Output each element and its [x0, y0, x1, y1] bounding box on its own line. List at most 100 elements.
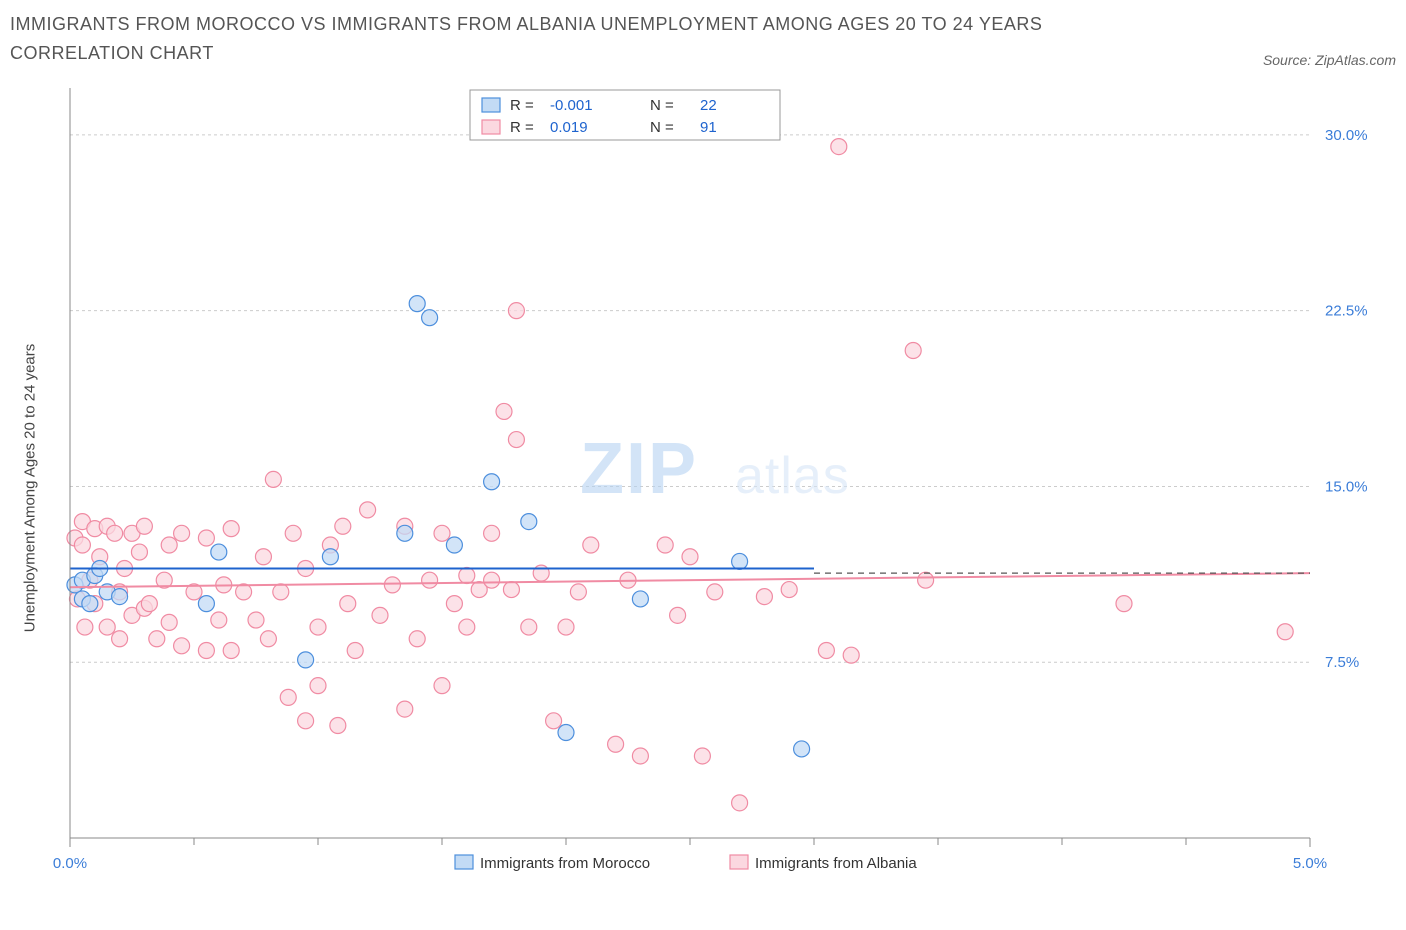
scatter-point: [508, 431, 524, 447]
scatter-point: [508, 302, 524, 318]
scatter-point: [446, 537, 462, 553]
scatter-point: [347, 642, 363, 658]
scatter-point: [330, 717, 346, 733]
legend-n-label: N =: [650, 119, 674, 136]
legend-r-label: R =: [510, 97, 534, 114]
scatter-point: [583, 537, 599, 553]
scatter-point: [397, 701, 413, 717]
scatter-point: [112, 588, 128, 604]
watermark-text: ZIP: [580, 429, 698, 509]
y-tick-label: 30.0%: [1325, 126, 1368, 143]
legend-r-label: R =: [510, 119, 534, 136]
scatter-point: [843, 647, 859, 663]
scatter-point: [558, 724, 574, 740]
legend-r-value-morocco: -0.001: [550, 97, 593, 114]
scatter-point: [161, 537, 177, 553]
scatter-point: [384, 576, 400, 592]
legend-swatch-albania: [730, 855, 748, 869]
x-tick-label: 0.0%: [53, 855, 87, 872]
legend-n-value-morocco: 22: [700, 97, 717, 114]
scatter-point: [1116, 595, 1132, 611]
legend-label-morocco: Immigrants from Morocco: [480, 855, 650, 872]
scatter-point: [732, 553, 748, 569]
scatter-point: [397, 525, 413, 541]
scatter-point: [496, 403, 512, 419]
watermark-text: atlas: [735, 447, 850, 505]
scatter-point: [459, 567, 475, 583]
legend-n-label: N =: [650, 97, 674, 114]
y-tick-label: 22.5%: [1325, 302, 1368, 319]
scatter-point: [273, 584, 289, 600]
scatter-point: [298, 712, 314, 728]
scatter-point: [570, 584, 586, 600]
y-tick-label: 15.0%: [1325, 478, 1368, 495]
scatter-point: [198, 530, 214, 546]
source-attribution: Source: ZipAtlas.com: [1263, 52, 1396, 68]
scatter-point: [484, 473, 500, 489]
y-axis-label: Unemployment Among Ages 20 to 24 years: [22, 343, 39, 632]
scatter-point: [77, 619, 93, 635]
trend-line-albania: [70, 573, 1310, 587]
scatter-point: [484, 572, 500, 588]
scatter-point: [1277, 623, 1293, 639]
scatter-point: [521, 513, 537, 529]
legend-swatch-albania: [482, 120, 500, 134]
scatter-point: [459, 619, 475, 635]
scatter-point: [360, 501, 376, 517]
scatter-point: [255, 548, 271, 564]
scatter-point: [82, 595, 98, 611]
legend-n-value-albania: 91: [700, 119, 717, 136]
scatter-point: [260, 630, 276, 646]
scatter-point: [707, 584, 723, 600]
scatter-point: [285, 525, 301, 541]
scatter-point: [657, 537, 673, 553]
scatter-point: [298, 651, 314, 667]
scatter-point: [280, 689, 296, 705]
scatter-point: [112, 630, 128, 646]
scatter-point: [632, 591, 648, 607]
scatter-point: [434, 525, 450, 541]
scatter-point: [174, 637, 190, 653]
scatter-point: [818, 642, 834, 658]
scatter-point: [74, 537, 90, 553]
scatter-point: [131, 544, 147, 560]
scatter-point: [248, 612, 264, 628]
scatter-point: [211, 612, 227, 628]
scatter-point: [558, 619, 574, 635]
scatter-point: [99, 619, 115, 635]
scatter-point: [136, 518, 152, 534]
scatter-point: [409, 295, 425, 311]
scatter-point: [340, 595, 356, 611]
scatter-point: [434, 677, 450, 693]
scatter-point: [107, 525, 123, 541]
scatter-point: [905, 342, 921, 358]
legend-swatch-morocco: [455, 855, 473, 869]
legend-r-value-albania: 0.019: [550, 119, 588, 136]
scatter-point: [372, 607, 388, 623]
scatter-point: [682, 548, 698, 564]
scatter-point: [322, 548, 338, 564]
scatter-point: [756, 588, 772, 604]
scatter-point: [781, 581, 797, 597]
correlation-scatter-chart: ZIPatlas0.0%5.0%7.5%15.0%22.5%30.0%R =-0…: [10, 78, 1396, 898]
scatter-point: [265, 471, 281, 487]
scatter-point: [141, 595, 157, 611]
scatter-point: [546, 712, 562, 728]
scatter-point: [335, 518, 351, 534]
scatter-point: [521, 619, 537, 635]
scatter-point: [831, 138, 847, 154]
scatter-point: [794, 741, 810, 757]
y-tick-label: 7.5%: [1325, 654, 1359, 671]
scatter-point: [503, 581, 519, 597]
scatter-point: [484, 525, 500, 541]
scatter-point: [670, 607, 686, 623]
scatter-point: [149, 630, 165, 646]
scatter-point: [446, 595, 462, 611]
scatter-point: [161, 614, 177, 630]
scatter-point: [198, 595, 214, 611]
legend-label-albania: Immigrants from Albania: [755, 855, 917, 872]
scatter-point: [632, 748, 648, 764]
scatter-point: [422, 572, 438, 588]
scatter-point: [198, 642, 214, 658]
scatter-point: [608, 736, 624, 752]
